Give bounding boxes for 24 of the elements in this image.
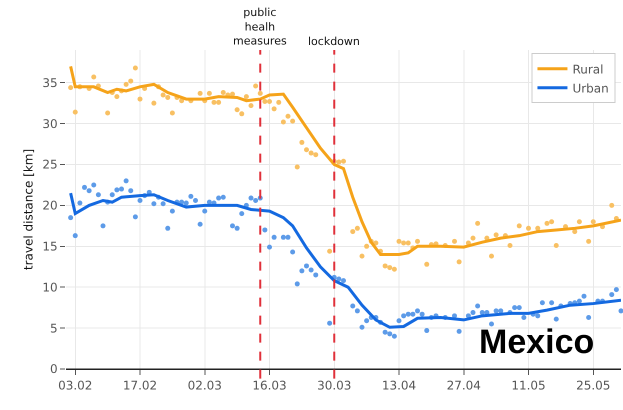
- x-tick-label: 03.02: [58, 378, 92, 392]
- y-tick-label: 35: [42, 76, 58, 90]
- x-tick-label: 25.05: [576, 378, 610, 392]
- x-tick-label: 16.03: [252, 378, 287, 392]
- x-tick-label: 17.02: [122, 378, 158, 392]
- y-tick-label: 0: [50, 362, 58, 376]
- y-axis-title: travel distance [km]: [22, 148, 36, 270]
- annotation: Mexico: [479, 323, 594, 361]
- y-tick-label: 15: [42, 240, 58, 254]
- y-tick-label: 25: [42, 158, 58, 172]
- x-tick-label: 11.05: [511, 378, 546, 392]
- line-series: [69, 192, 621, 329]
- x-tick-label: 30.03: [317, 378, 352, 392]
- y-tick-label: 10: [42, 280, 58, 294]
- x-tick-label: 27.04: [446, 378, 481, 392]
- ref-line-label: lockdown: [308, 35, 360, 48]
- legend-label: Rural: [572, 62, 604, 76]
- legend-label: Urban: [572, 81, 609, 96]
- y-tick-label: 20: [42, 198, 58, 213]
- ref-line-label: public healh measures: [233, 6, 287, 48]
- y-tick-label: 5: [50, 321, 58, 336]
- x-tick-label: 02.03: [188, 378, 222, 392]
- y-tick-label: 30: [42, 116, 58, 131]
- x-tick-label: 13.04: [382, 378, 416, 392]
